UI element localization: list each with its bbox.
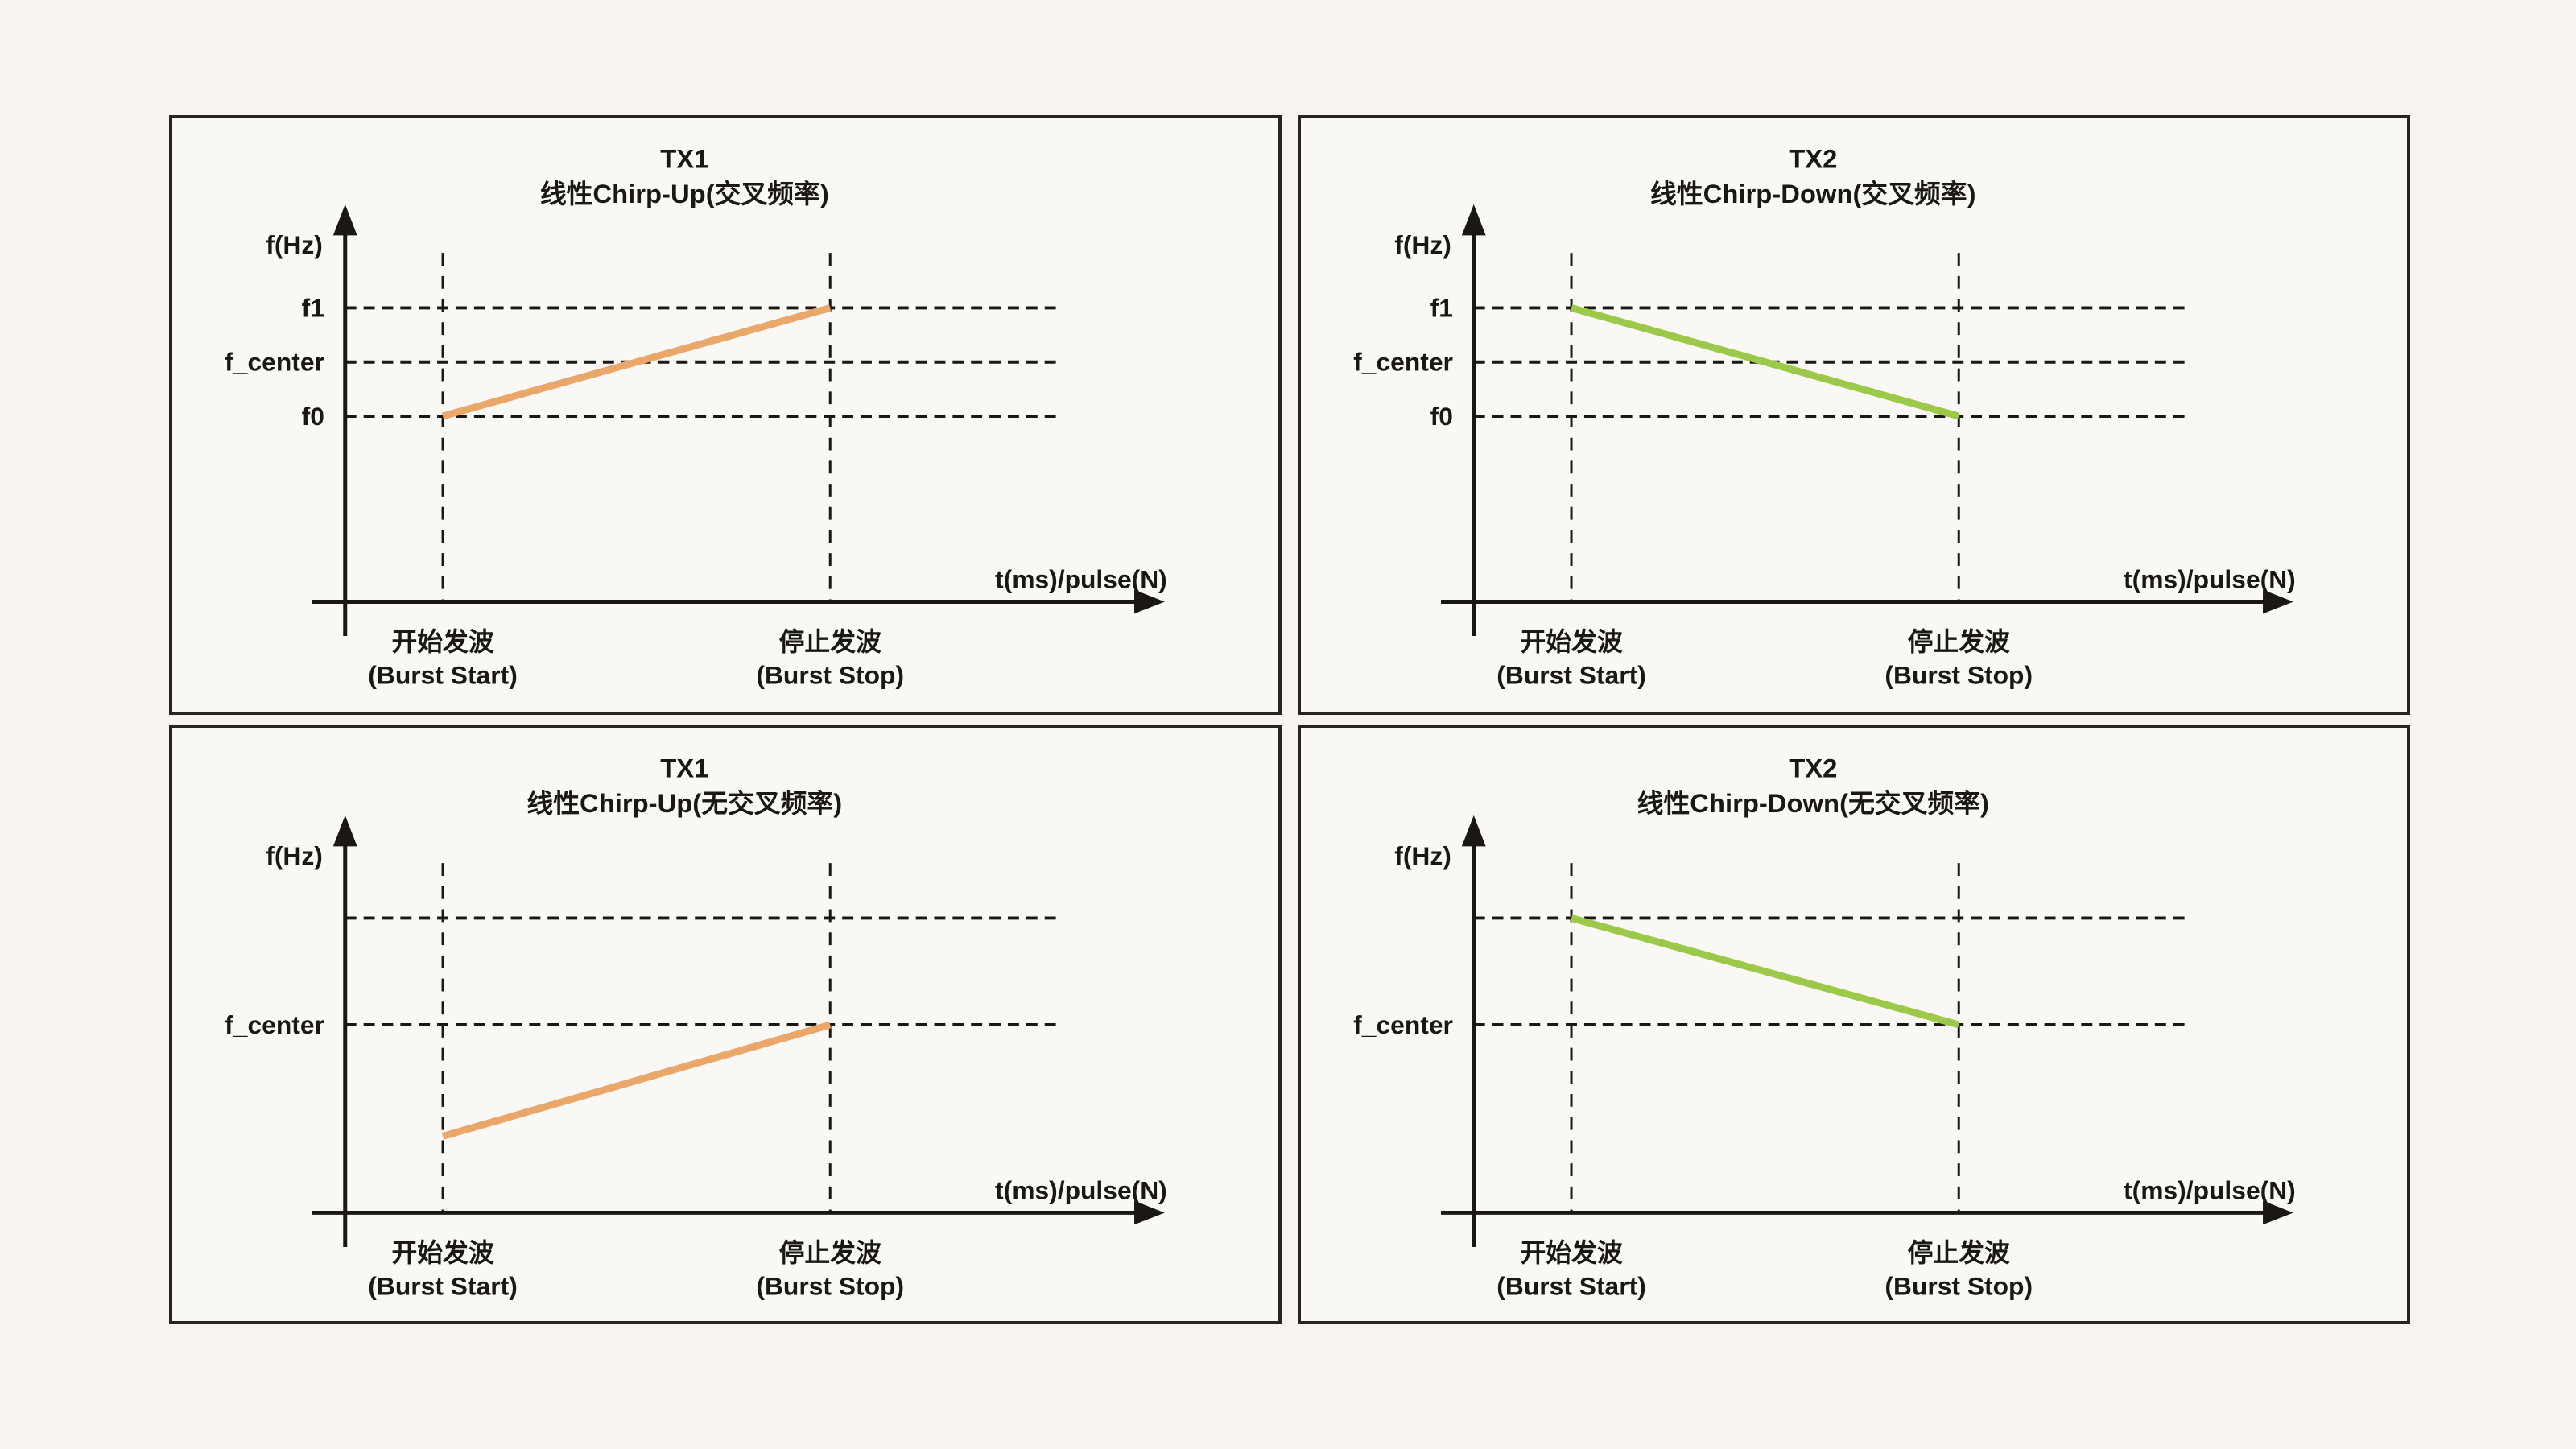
x-axis-arrow-icon [2263, 589, 2293, 614]
y-axis-label: f(Hz) [266, 841, 323, 870]
panel-title-block: TX2 线性Chirp-Down(交叉频率) [1650, 143, 1975, 208]
panel-subtitle: 线性Chirp-Down(无交叉频率) [1637, 788, 1989, 818]
chirp-down-line [1570, 914, 1960, 1029]
x-axis-arrow-icon [1134, 589, 1165, 614]
tick-burst-stop-en: (Burst Stop) [1885, 1271, 2033, 1300]
y-axis-label: f(Hz) [1394, 841, 1451, 870]
y-axis-label: f(Hz) [266, 230, 323, 259]
chirp-up-line [441, 304, 832, 420]
y-axis-arrow-icon [332, 204, 357, 236]
tick-burst-stop-zh: 停止发波 [1908, 627, 2010, 656]
tick-burst-start-en: (Burst Start) [368, 1271, 517, 1300]
panel-title-block: TX1 线性Chirp-Up(无交叉频率) [526, 753, 842, 817]
panel-subtitle: 线性Chirp-Down(交叉频率) [1650, 179, 1975, 208]
tick-burst-start-zh: 开始发波 [1520, 1238, 1622, 1267]
tick-burst-stop-zh: 停止发波 [779, 627, 881, 656]
panel-title: TX1 [660, 753, 708, 782]
tick-burst-stop-zh: 停止发波 [779, 1238, 881, 1267]
chirp-down-line [1570, 304, 1960, 420]
panel-title: TX1 [660, 143, 708, 173]
panel-title: TX2 [1789, 143, 1837, 173]
tick-f-center: f_center [1353, 1010, 1453, 1039]
y-axis-arrow-icon [1461, 815, 1486, 847]
x-axis-arrow-icon [1134, 1200, 1165, 1225]
tick-f1: f1 [302, 293, 324, 322]
panel-tx1-chirp-up-nocross: TX1 线性Chirp-Up(无交叉频率) f(Hz) f_center t(m… [169, 724, 1282, 1324]
tick-f-center: f_center [1353, 348, 1453, 377]
panel-subtitle: 线性Chirp-Up(无交叉频率) [526, 788, 842, 818]
y-axis-arrow-icon [332, 815, 357, 847]
tick-burst-stop-en: (Burst Stop) [1885, 660, 2033, 689]
tick-burst-start-zh: 开始发波 [1520, 627, 1622, 656]
tick-burst-stop-zh: 停止发波 [1908, 1238, 2010, 1267]
x-axis-label: t(ms)/pulse(N) [995, 1176, 1167, 1205]
tick-burst-start-zh: 开始发波 [391, 1238, 493, 1267]
tick-burst-start-en: (Burst Start) [368, 660, 517, 689]
x-axis-label: t(ms)/pulse(N) [995, 565, 1167, 594]
x-axis-label: t(ms)/pulse(N) [2124, 1176, 2296, 1205]
panel-tx2-chirp-down-nocross: TX2 线性Chirp-Down(无交叉频率) f(Hz) f_center t… [1298, 724, 2410, 1324]
tick-f1: f1 [1430, 293, 1453, 322]
x-axis-label: t(ms)/pulse(N) [2124, 565, 2296, 594]
y-axis-label: f(Hz) [1394, 230, 1451, 259]
tick-f-center: f_center [225, 348, 324, 377]
panel-title-block: TX1 线性Chirp-Up(交叉频率) [540, 143, 829, 208]
tick-burst-start-zh: 开始发波 [391, 627, 493, 656]
panel-title-block: TX2 线性Chirp-Down(无交叉频率) [1637, 753, 1989, 817]
tick-f-center: f_center [225, 1010, 324, 1039]
chirp-up-line [441, 1021, 832, 1140]
tick-burst-start-en: (Burst Start) [1496, 1271, 1645, 1300]
tick-f0: f0 [1430, 402, 1453, 431]
y-axis-arrow-icon [1461, 204, 1486, 236]
panel-title: TX2 [1789, 753, 1837, 782]
tick-burst-start-en: (Burst Start) [1496, 660, 1645, 689]
x-axis-arrow-icon [2263, 1200, 2293, 1225]
panel-tx1-chirp-up-cross: TX1 线性Chirp-Up(交叉频率) f(Hz) f1 f_center f… [169, 115, 1282, 715]
panel-tx2-chirp-down-cross: TX2 线性Chirp-Down(交叉频率) f(Hz) f1 f_center… [1298, 115, 2410, 715]
tick-burst-stop-en: (Burst Stop) [756, 660, 904, 689]
panel-subtitle: 线性Chirp-Up(交叉频率) [540, 179, 829, 208]
tick-f0: f0 [302, 402, 324, 431]
tick-burst-stop-en: (Burst Stop) [756, 1271, 904, 1300]
